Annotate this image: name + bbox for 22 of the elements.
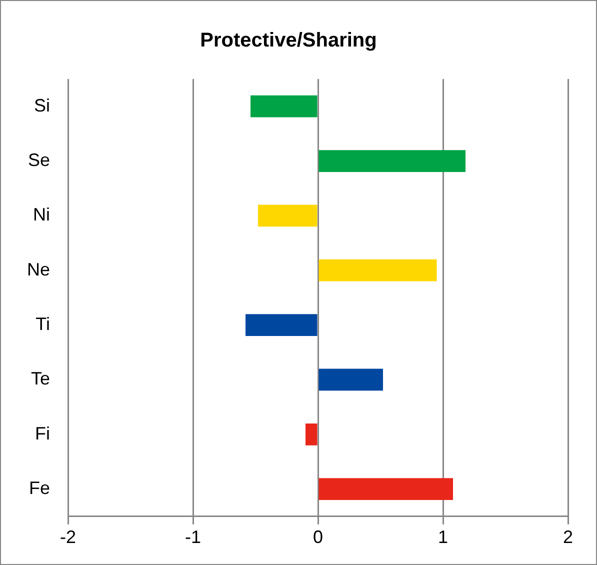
bar xyxy=(318,478,453,500)
y-tick-label: Fe xyxy=(28,478,50,498)
bar xyxy=(246,314,318,336)
y-tick-label: Fi xyxy=(35,423,50,444)
bar xyxy=(318,259,437,282)
x-tick-label: 0 xyxy=(312,527,324,548)
x-tick-label: 2 xyxy=(562,527,574,548)
bar xyxy=(250,95,318,118)
x-tick-label: -2 xyxy=(60,527,76,548)
x-tick-label: 1 xyxy=(438,527,448,548)
y-tick-label: Te xyxy=(30,368,50,389)
y-tick-label: Si xyxy=(34,95,50,116)
y-tick-label: Ni xyxy=(33,204,50,225)
bar xyxy=(318,368,384,391)
bar xyxy=(306,423,318,446)
bar xyxy=(318,150,466,172)
bar xyxy=(258,204,318,227)
y-tick-label: Ti xyxy=(36,314,50,334)
chart-title: Protective/Sharing xyxy=(200,30,377,52)
y-tick-label: Ne xyxy=(26,259,50,280)
x-tick-label: -1 xyxy=(185,527,202,548)
y-tick-label: Se xyxy=(28,150,50,170)
